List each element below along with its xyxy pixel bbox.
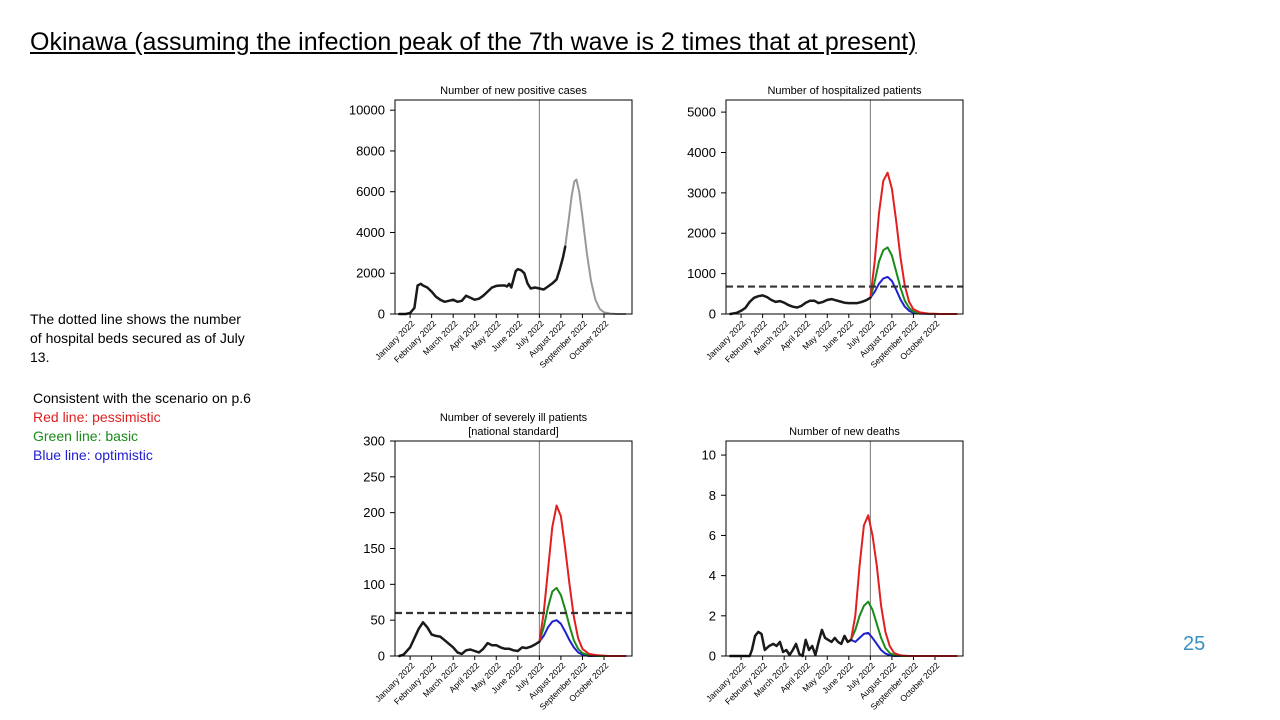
chart-2-ytick-label: 4000	[687, 145, 716, 160]
chart-3-line-optimistic	[538, 619, 627, 657]
chart-4-ytick-label: 2	[709, 608, 716, 623]
chart-1-ytick-label: 2000	[356, 266, 385, 281]
chart-2-line-pessimistic	[869, 171, 958, 315]
chart-4-line-pessimistic	[850, 514, 958, 657]
chart-4-ytick-label: 0	[709, 649, 716, 664]
legend-heading: Consistent with the scenario on p.6	[33, 390, 251, 406]
chart-1-line-observed	[398, 245, 567, 316]
chart-3-ytick-label: 0	[378, 649, 385, 664]
chart-1-title: Number of new positive cases	[440, 85, 587, 97]
page-number: 25	[1183, 633, 1206, 655]
chart-4-line-observed	[729, 628, 853, 658]
chart-1-ytick-label: 6000	[356, 184, 385, 199]
chart-3-line-observed	[398, 621, 541, 658]
scenario-legend: Consistent with the scenario on p.6 Red …	[33, 389, 251, 465]
chart-3-ytick-label: 150	[363, 541, 385, 556]
bed-line-note: The dotted line shows the number of hosp…	[30, 311, 245, 365]
chart-1-frame	[394, 99, 633, 315]
legend-blue: Blue line: optimistic	[33, 447, 153, 463]
chart-3-ytick-label: 200	[363, 505, 385, 520]
chart-2-ytick-label: 2000	[687, 226, 716, 241]
chart-3-ytick-label: 50	[371, 613, 385, 628]
chart-2-frame	[725, 99, 964, 315]
legend-green: Green line: basic	[33, 428, 139, 444]
chart-3-ytick-label: 300	[363, 434, 385, 449]
chart-2-line-observed	[729, 294, 872, 316]
chart-4-ytick-label: 6	[709, 528, 716, 543]
chart-2-ytick-label: 3000	[687, 185, 716, 200]
chart-4-title: Number of new deaths	[789, 426, 900, 438]
chart-1-ytick-label: 0	[378, 307, 385, 322]
chart-3-subtitle: [national standard]	[468, 426, 559, 438]
chart-3-frame	[394, 440, 633, 657]
chart-2-ytick-label: 1000	[687, 266, 716, 281]
chart-3-line-pessimistic	[538, 504, 627, 657]
chart-4-frame	[725, 440, 964, 657]
chart-2-ytick-label: 0	[709, 307, 716, 322]
page-title: Okinawa (assuming the infection peak of …	[30, 28, 917, 56]
chart-1-ytick-label: 10000	[349, 103, 385, 118]
chart-2-title: Number of hospitalized patients	[767, 85, 922, 97]
chart-2-ytick-label: 5000	[687, 105, 716, 120]
chart-3-ytick-label: 250	[363, 469, 385, 484]
chart-1-ytick-label: 8000	[356, 143, 385, 158]
chart-2-line-basic	[869, 246, 958, 315]
chart-3-line-basic	[538, 586, 627, 657]
chart-4-ytick-label: 4	[709, 568, 716, 583]
chart-1-line-projection-gray	[564, 178, 627, 315]
chart-4-ytick-label: 8	[709, 488, 716, 503]
legend-red: Red line: pessimistic	[33, 409, 161, 425]
chart-3-ytick-label: 100	[363, 577, 385, 592]
chart-4-line-basic	[850, 600, 958, 657]
chart-1-ytick-label: 4000	[356, 225, 385, 240]
chart-4-ytick-label: 10	[702, 448, 716, 463]
chart-4-line-optimistic	[850, 631, 958, 657]
chart-3-title: Number of severely ill patients	[440, 412, 588, 424]
